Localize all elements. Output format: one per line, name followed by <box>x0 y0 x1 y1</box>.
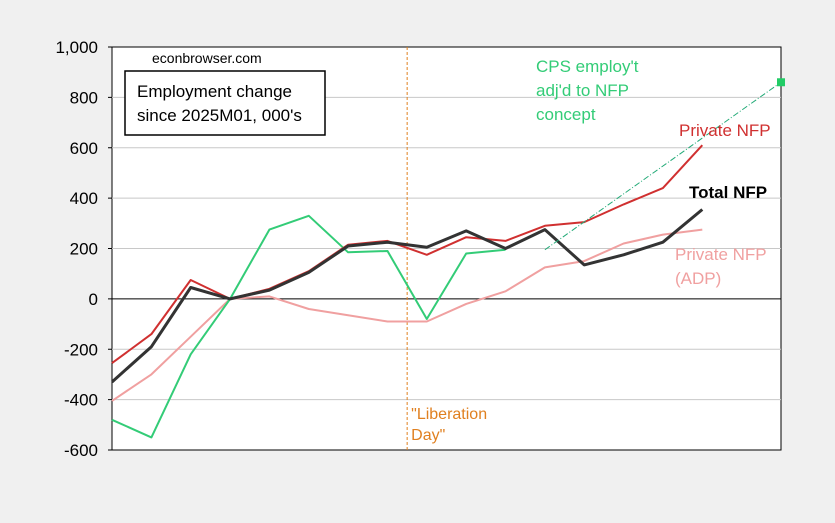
chart-title: Employment change <box>137 82 292 101</box>
series-line <box>111 228 703 402</box>
cps-extrapolation-line <box>544 81 782 251</box>
series-label: Total NFP <box>689 183 767 202</box>
y-tick-label: -600 <box>64 441 98 460</box>
y-tick-label: 0 <box>89 290 98 309</box>
event-label: Day" <box>411 427 445 444</box>
y-tick-label: 200 <box>70 240 98 259</box>
series-label: adj'd to NFP <box>536 81 629 100</box>
series-label: Private NFP <box>679 121 771 140</box>
series-label: CPS employ't <box>536 57 639 76</box>
series-line <box>110 208 704 384</box>
y-tick-label: 600 <box>70 139 98 158</box>
y-tick-label: -200 <box>64 340 98 359</box>
series-line <box>111 214 506 439</box>
y-tick-label: 400 <box>70 189 98 208</box>
series-label: concept <box>536 105 596 124</box>
series-label: (ADP) <box>675 269 721 288</box>
title-box <box>124 70 326 136</box>
series-label: Private NFP <box>675 245 767 264</box>
y-tick-label: 800 <box>70 88 98 107</box>
source-label: econbrowser.com <box>152 50 262 66</box>
y-tick-label: 1,000 <box>55 38 98 57</box>
y-tick-label: -400 <box>64 391 98 410</box>
series-line <box>111 144 704 364</box>
cps-extrapolation-marker <box>777 78 785 87</box>
event-label: "Liberation <box>411 406 487 423</box>
chart-title: since 2025M01, 000's <box>137 106 302 125</box>
